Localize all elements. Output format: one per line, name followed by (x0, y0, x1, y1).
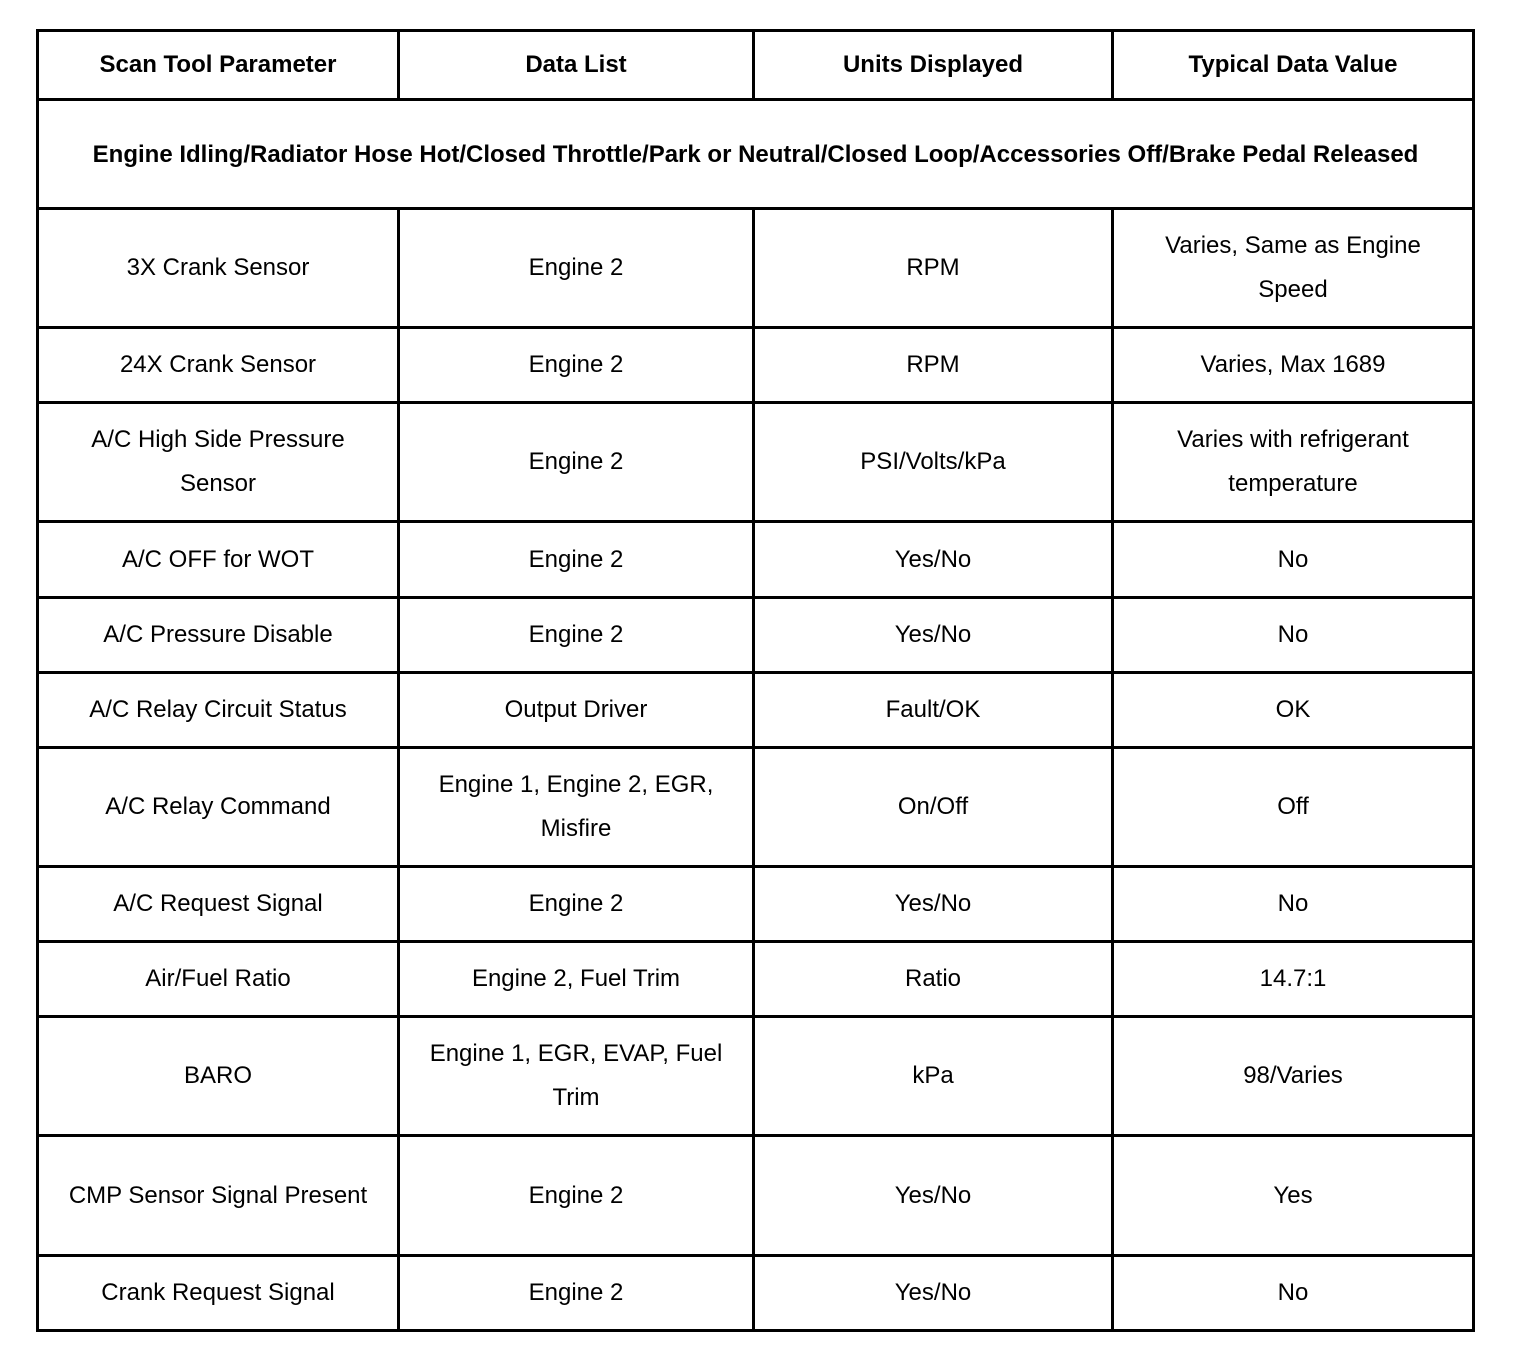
table-cell: CMP Sensor Signal Present (36, 1134, 400, 1257)
table-row: 24X Crank Sensor Engine 2 RPM Varies, Max 1… (36, 326, 1475, 404)
table-cell: Yes/No (752, 865, 1114, 943)
table-row: Air/Fuel Ratio Engine 2, Fuel Trim Ratio 14… (36, 940, 1475, 1018)
table-cell: Yes/No (752, 520, 1114, 599)
scan-tool-data-table: Scan Tool Parameter Data List Units Disp… (36, 29, 1475, 1332)
table-cell: A/C Relay Command (36, 746, 400, 868)
table-cell: Varies, Same as Engine Speed (1111, 207, 1475, 329)
table-cell: No (1111, 1254, 1475, 1332)
table-cell: Engine 2 (397, 207, 755, 329)
table-cell: Engine 1, Engine 2, EGR, Misfire (397, 746, 755, 868)
header-cell: Units Displayed (752, 29, 1114, 101)
header-row: Scan Tool Parameter Data List Units Disp… (36, 29, 1475, 101)
table-cell: BARO (36, 1015, 400, 1137)
table-cell: 3X Crank Sensor (36, 207, 400, 329)
table-row: CMP Sensor Signal Present Engine 2 Yes/No Y… (36, 1134, 1475, 1257)
header-cell: Scan Tool Parameter (36, 29, 400, 101)
table-cell: Engine 2 (397, 1254, 755, 1332)
table-row: A/C Relay Command Engine 1, Engine 2, EGR… (36, 746, 1475, 868)
table-cell: Varies, Max 1689 (1111, 326, 1475, 404)
table-cell: Fault/OK (752, 671, 1114, 749)
table-cell: Yes/No (752, 1254, 1114, 1332)
table-cell: A/C Relay Circuit Status (36, 671, 400, 749)
table-cell: No (1111, 596, 1475, 674)
table-cell: Engine 2 (397, 401, 755, 523)
table-cell: OK (1111, 671, 1475, 749)
table-cell: kPa (752, 1015, 1114, 1137)
table-cell: RPM (752, 207, 1114, 329)
table-cell: Output Driver (397, 671, 755, 749)
table-cell: Engine 1, EGR, EVAP, Fuel Trim (397, 1015, 755, 1137)
table-cell: A/C Request Signal (36, 865, 400, 943)
condition-row: Engine Idling/Radiator Hose Hot/Closed T… (36, 98, 1475, 210)
table-cell: RPM (752, 326, 1114, 404)
table-cell: Engine 2 (397, 520, 755, 599)
table-cell: On/Off (752, 746, 1114, 868)
table-row: BARO Engine 1, EGR, EVAP, Fuel Trim kPa 98/… (36, 1015, 1475, 1137)
table-cell: Engine 2 (397, 596, 755, 674)
table-cell: Engine 2 (397, 326, 755, 404)
header-cell: Data List (397, 29, 755, 101)
table-cell: Engine 2 (397, 1134, 755, 1257)
table-cell: 24X Crank Sensor (36, 326, 400, 404)
table-cell: Air/Fuel Ratio (36, 940, 400, 1018)
table-cell: Ratio (752, 940, 1114, 1018)
table-row: A/C OFF for WOT Engine 2 Yes/No No (36, 520, 1475, 599)
table-cell: A/C High Side Pressure Sensor (36, 401, 400, 523)
table-row: A/C Pressure Disable Engine 2 Yes/No No (36, 596, 1475, 674)
table-cell: 14.7:1 (1111, 940, 1475, 1018)
table-row: Crank Request Signal Engine 2 Yes/No No (36, 1254, 1475, 1332)
table-cell: 98/Varies (1111, 1015, 1475, 1137)
table-cell: Varies with refrigerant temperature (1111, 401, 1475, 523)
table-cell: No (1111, 865, 1475, 943)
table-cell: A/C OFF for WOT (36, 520, 400, 599)
table-cell: A/C Pressure Disable (36, 596, 400, 674)
table-cell: No (1111, 520, 1475, 599)
table-cell: Yes/No (752, 596, 1114, 674)
table-row: A/C High Side Pressure Sensor Engine 2 PSI… (36, 401, 1475, 523)
header-cell: Typical Data Value (1111, 29, 1475, 101)
table-row: A/C Request Signal Engine 2 Yes/No No (36, 865, 1475, 943)
table-cell: Crank Request Signal (36, 1254, 400, 1332)
table-cell: Off (1111, 746, 1475, 868)
table-cell: PSI/Volts/kPa (752, 401, 1114, 523)
table-cell: Engine 2, Fuel Trim (397, 940, 755, 1018)
table-cell: Yes (1111, 1134, 1475, 1257)
table-cell: Engine 2 (397, 865, 755, 943)
table-cell: Yes/No (752, 1134, 1114, 1257)
condition-cell: Engine Idling/Radiator Hose Hot/Closed T… (36, 98, 1475, 210)
table-row: 3X Crank Sensor Engine 2 RPM Varies, Same a… (36, 207, 1475, 329)
table-row: A/C Relay Circuit Status Output Driver Fau… (36, 671, 1475, 749)
